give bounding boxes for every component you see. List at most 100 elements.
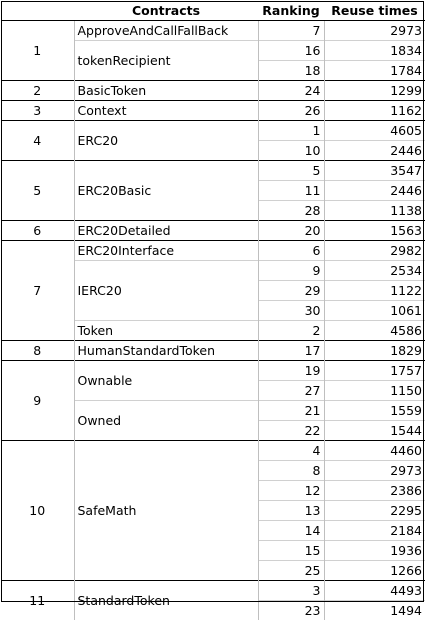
ranking-cell: 10 xyxy=(258,141,324,161)
ranking-cell: 2 xyxy=(258,321,324,341)
group-index: 2 xyxy=(1,81,74,101)
ranking-cell: 28 xyxy=(258,201,324,221)
ranking-cell: 5 xyxy=(258,161,324,181)
header-reuse-times: Reuse times xyxy=(324,1,425,21)
contract-name: Owned xyxy=(74,401,258,441)
header-contracts: Contracts xyxy=(74,1,258,21)
reuse-times-cell: 1122 xyxy=(324,281,425,301)
reuse-times-cell: 2446 xyxy=(324,141,425,161)
group-index: 7 xyxy=(1,241,74,341)
group-index: 8 xyxy=(1,341,74,361)
contract-name: ERC20Interface xyxy=(74,241,258,261)
ranking-cell: 24 xyxy=(258,81,324,101)
reuse-times-cell: 1544 xyxy=(324,421,425,441)
reuse-times-cell: 4460 xyxy=(324,441,425,461)
reuse-times-cell: 1162 xyxy=(324,101,425,121)
group-index: 3 xyxy=(1,101,74,121)
ranking-cell: 29 xyxy=(258,281,324,301)
ranking-cell: 23 xyxy=(258,601,324,620)
reuse-times-cell: 2534 xyxy=(324,261,425,281)
reuse-times-cell: 2973 xyxy=(324,21,425,41)
reuse-times-cell: 2295 xyxy=(324,501,425,521)
reuse-times-cell: 1936 xyxy=(324,541,425,561)
ranking-cell: 21 xyxy=(258,401,324,421)
ranking-cell: 11 xyxy=(258,181,324,201)
reuse-times-cell: 2446 xyxy=(324,181,425,201)
reuse-times-cell: 1150 xyxy=(324,381,425,401)
ranking-cell: 27 xyxy=(258,381,324,401)
reuse-times-cell: 2982 xyxy=(324,241,425,261)
reuse-times-cell: 2973 xyxy=(324,461,425,481)
reuse-times-cell: 1299 xyxy=(324,81,425,101)
contract-name: Token xyxy=(74,321,258,341)
ranking-cell: 7 xyxy=(258,21,324,41)
reuse-times-cell: 1138 xyxy=(324,201,425,221)
contract-name: ERC20Detailed xyxy=(74,221,258,241)
ranking-cell: 25 xyxy=(258,561,324,581)
ranking-cell: 17 xyxy=(258,341,324,361)
contract-name: IERC20 xyxy=(74,261,258,321)
reuse-times-cell: 1757 xyxy=(324,361,425,381)
header-ranking: Ranking xyxy=(258,1,324,21)
ranking-cell: 13 xyxy=(258,501,324,521)
group-index: 4 xyxy=(1,121,74,161)
group-index: 5 xyxy=(1,161,74,221)
ranking-cell: 26 xyxy=(258,101,324,121)
group-index: 11 xyxy=(1,581,74,620)
reuse-times-cell: 1834 xyxy=(324,41,425,61)
contract-name: ERC20 xyxy=(74,121,258,161)
ranking-cell: 19 xyxy=(258,361,324,381)
reuse-times-cell: 1784 xyxy=(324,61,425,81)
contract-name: Ownable xyxy=(74,361,258,401)
header-row: Contracts Ranking Reuse times xyxy=(1,1,425,21)
ranking-cell: 12 xyxy=(258,481,324,501)
reuse-times-cell: 2184 xyxy=(324,521,425,541)
ranking-cell: 14 xyxy=(258,521,324,541)
ranking-cell: 6 xyxy=(258,241,324,261)
ranking-cell: 20 xyxy=(258,221,324,241)
ranking-cell: 4 xyxy=(258,441,324,461)
header-index xyxy=(1,1,74,21)
group-index: 1 xyxy=(1,21,74,81)
ranking-cell: 1 xyxy=(258,121,324,141)
contract-name: tokenRecipient xyxy=(74,41,258,81)
contract-name: ApproveAndCallFallBack xyxy=(74,21,258,41)
reuse-times-cell: 1266 xyxy=(324,561,425,581)
ranking-cell: 3 xyxy=(258,581,324,601)
reuse-times-cell: 1563 xyxy=(324,221,425,241)
contract-name: BasicToken xyxy=(74,81,258,101)
ranking-cell: 16 xyxy=(258,41,324,61)
group-index: 6 xyxy=(1,221,74,241)
reuse-times-cell: 1061 xyxy=(324,301,425,321)
contract-name: ERC20Basic xyxy=(74,161,258,221)
reuse-times-cell: 1829 xyxy=(324,341,425,361)
ranking-cell: 18 xyxy=(258,61,324,81)
reuse-times-cell: 4586 xyxy=(324,321,425,341)
group-index: 9 xyxy=(1,361,74,441)
contract-name: SafeMath xyxy=(74,441,258,581)
contract-name: StandardToken xyxy=(74,581,258,620)
reuse-times-cell: 4605 xyxy=(324,121,425,141)
reuse-times-cell: 1559 xyxy=(324,401,425,421)
ranking-cell: 22 xyxy=(258,421,324,441)
reuse-times-cell: 4493 xyxy=(324,581,425,601)
contract-name: Context xyxy=(74,101,258,121)
reuse-times-cell: 3547 xyxy=(324,161,425,181)
reuse-times-cell: 1494 xyxy=(324,601,425,620)
group-index: 10 xyxy=(1,441,74,581)
contract-name: HumanStandardToken xyxy=(74,341,258,361)
